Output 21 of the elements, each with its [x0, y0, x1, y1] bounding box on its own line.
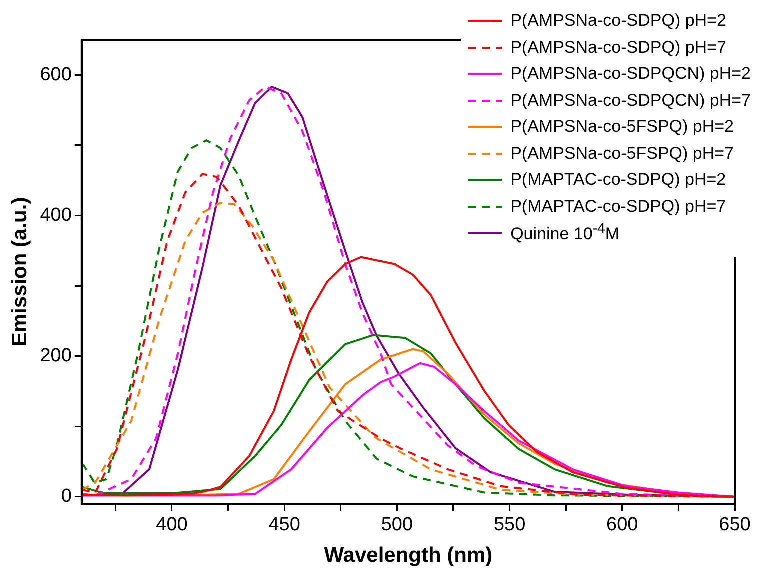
legend-label: P(AMPSNa-co-SDPQ) pH=2 — [510, 11, 726, 32]
x-tick-label: 550 — [494, 514, 526, 536]
y-tick-label: 0 — [61, 486, 72, 508]
x-tick-label: 650 — [719, 514, 751, 536]
x-tick-label: 400 — [156, 514, 188, 536]
legend-label: P(AMPSNa-co-5FSPQ) pH=7 — [510, 144, 734, 164]
legend-label: Quinine 10$^{-4}$M — [510, 221, 620, 246]
x-tick-label: 450 — [268, 514, 300, 536]
x-tick-label: 600 — [606, 514, 638, 536]
y-tick-label: 200 — [40, 346, 72, 367]
y-tick-label: 400 — [40, 204, 72, 226]
legend-label: P(AMPSNa-co-SDPQCN) pH=2 — [510, 64, 751, 84]
x-axis-title: Wavelength (nm) — [324, 544, 493, 568]
legend-label: P(AMPSNa-co-SDPQ) pH=7 — [510, 38, 726, 58]
legend-label: P(AMPSNa-co-5FSPQ) pH=2 — [510, 117, 734, 138]
y-axis-title: Emission (a.u.) — [8, 197, 32, 347]
legend-label: P(AMPSNa-co-SDPQCN) pH=7 — [510, 90, 751, 111]
y-tick-label: 600 — [40, 64, 72, 86]
x-tick-label: 500 — [381, 514, 414, 536]
legend-label: P(MAPTAC-co-SDPQ) pH=7 — [510, 196, 726, 217]
legend-label: P(MAPTAC-co-SDPQ) pH=2 — [510, 170, 726, 190]
